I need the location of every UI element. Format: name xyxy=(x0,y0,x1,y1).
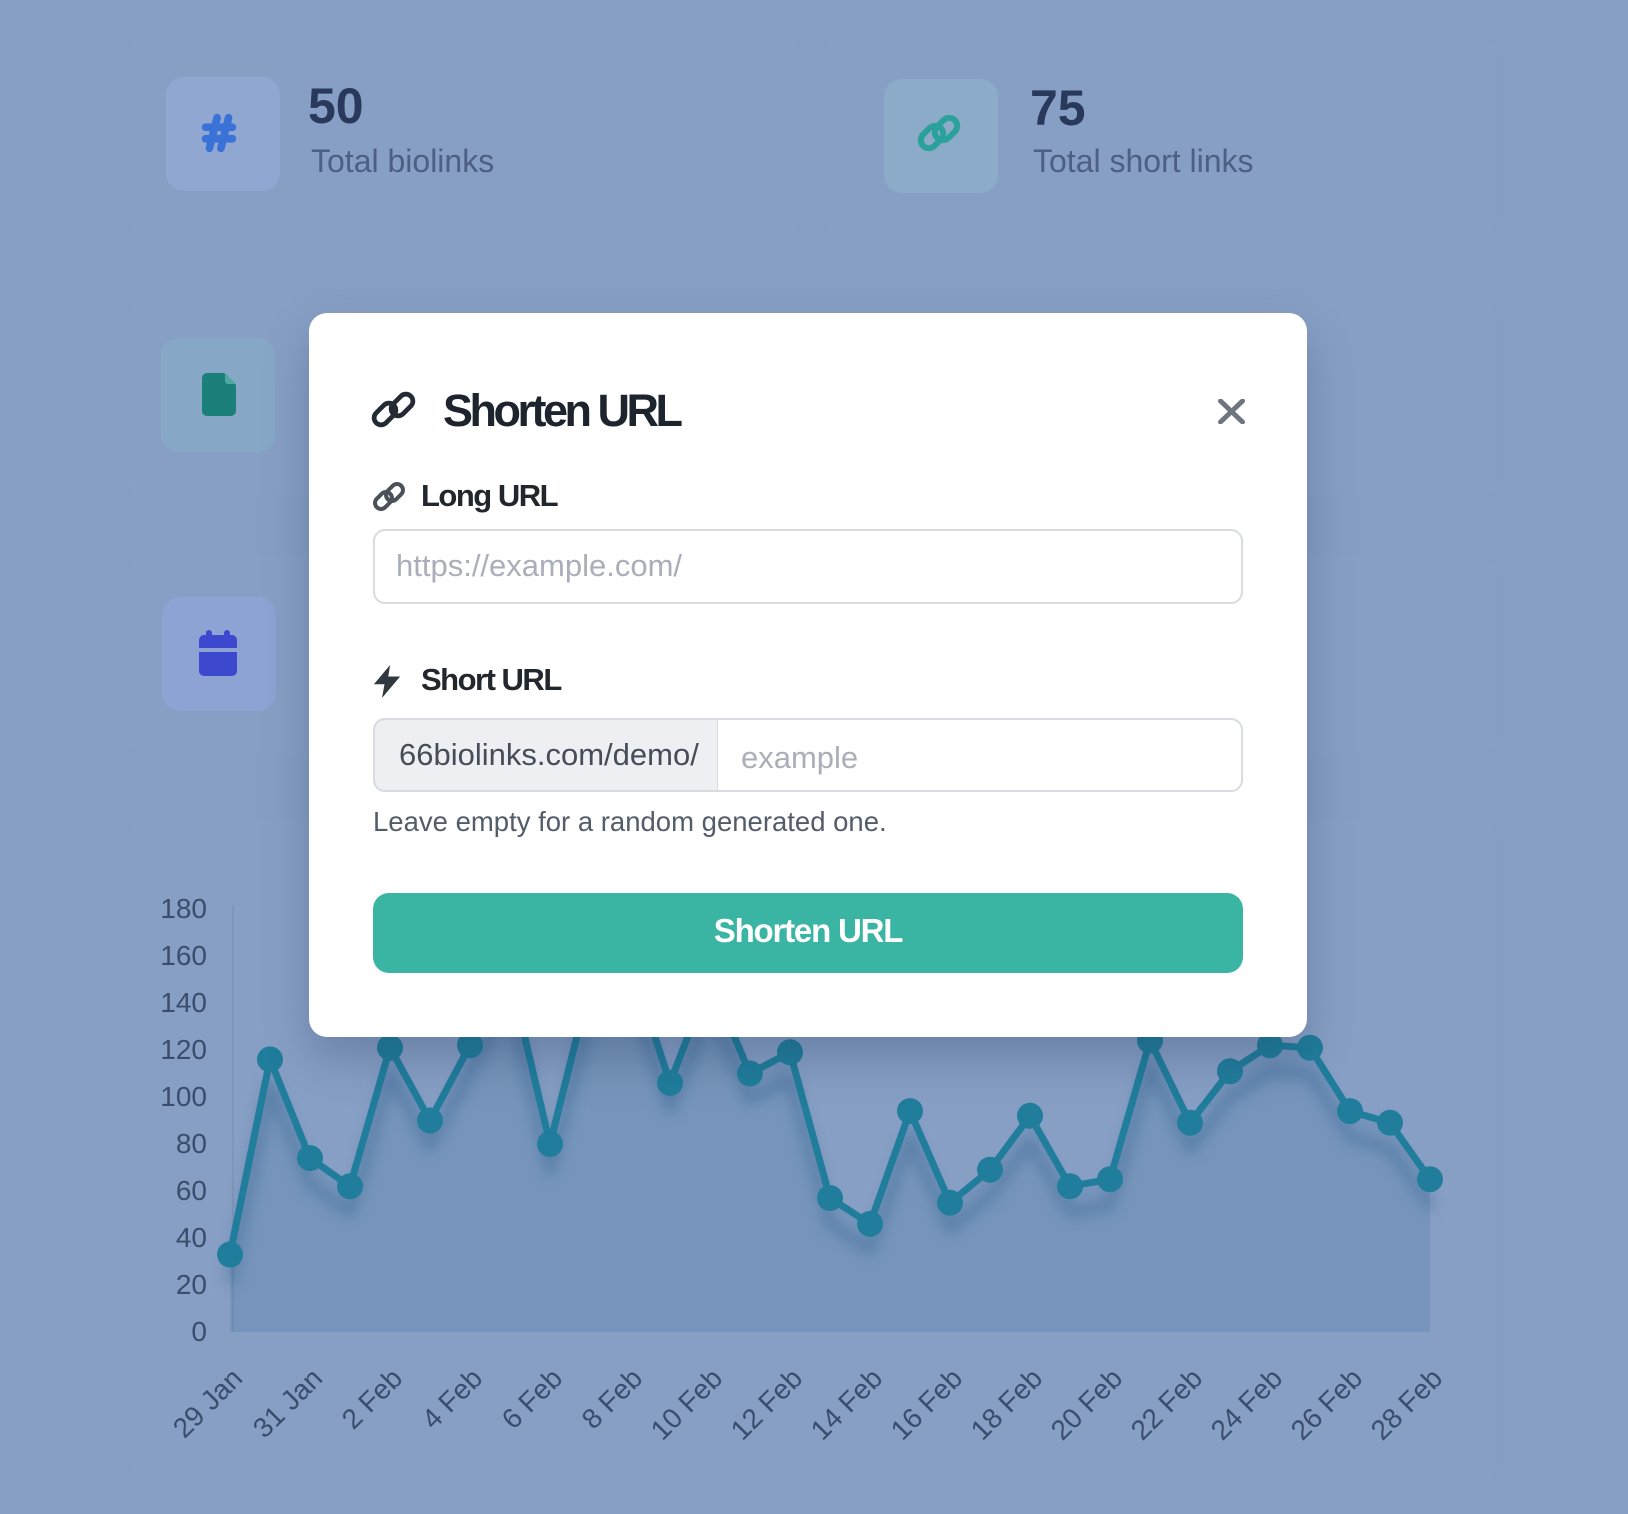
svg-text:24 Feb: 24 Feb xyxy=(1205,1362,1289,1446)
svg-text:20 Feb: 20 Feb xyxy=(1045,1362,1129,1446)
svg-text:8 Feb: 8 Feb xyxy=(576,1362,649,1435)
svg-text:40: 40 xyxy=(176,1222,207,1253)
svg-text:14 Feb: 14 Feb xyxy=(805,1362,889,1446)
svg-text:29 Jan: 29 Jan xyxy=(167,1362,248,1443)
svg-text:28 Feb: 28 Feb xyxy=(1365,1362,1449,1446)
svg-text:4 Feb: 4 Feb xyxy=(416,1362,489,1435)
svg-text:20: 20 xyxy=(176,1269,207,1300)
svg-text:10 Feb: 10 Feb xyxy=(645,1362,729,1446)
svg-text:180: 180 xyxy=(160,893,207,924)
svg-text:160: 160 xyxy=(160,940,207,971)
svg-text:2 Feb: 2 Feb xyxy=(336,1362,409,1435)
svg-text:60: 60 xyxy=(176,1175,207,1206)
svg-text:0: 0 xyxy=(191,1316,207,1347)
svg-text:18 Feb: 18 Feb xyxy=(965,1362,1049,1446)
svg-text:100: 100 xyxy=(160,1081,207,1112)
svg-text:12 Feb: 12 Feb xyxy=(725,1362,809,1446)
svg-text:140: 140 xyxy=(160,987,207,1018)
svg-text:80: 80 xyxy=(176,1128,207,1159)
svg-text:26 Feb: 26 Feb xyxy=(1285,1362,1369,1446)
svg-text:120: 120 xyxy=(160,1034,207,1065)
svg-text:6 Feb: 6 Feb xyxy=(496,1362,569,1435)
svg-text:22 Feb: 22 Feb xyxy=(1125,1362,1209,1446)
svg-text:31 Jan: 31 Jan xyxy=(247,1362,328,1443)
svg-text:16 Feb: 16 Feb xyxy=(885,1362,969,1446)
